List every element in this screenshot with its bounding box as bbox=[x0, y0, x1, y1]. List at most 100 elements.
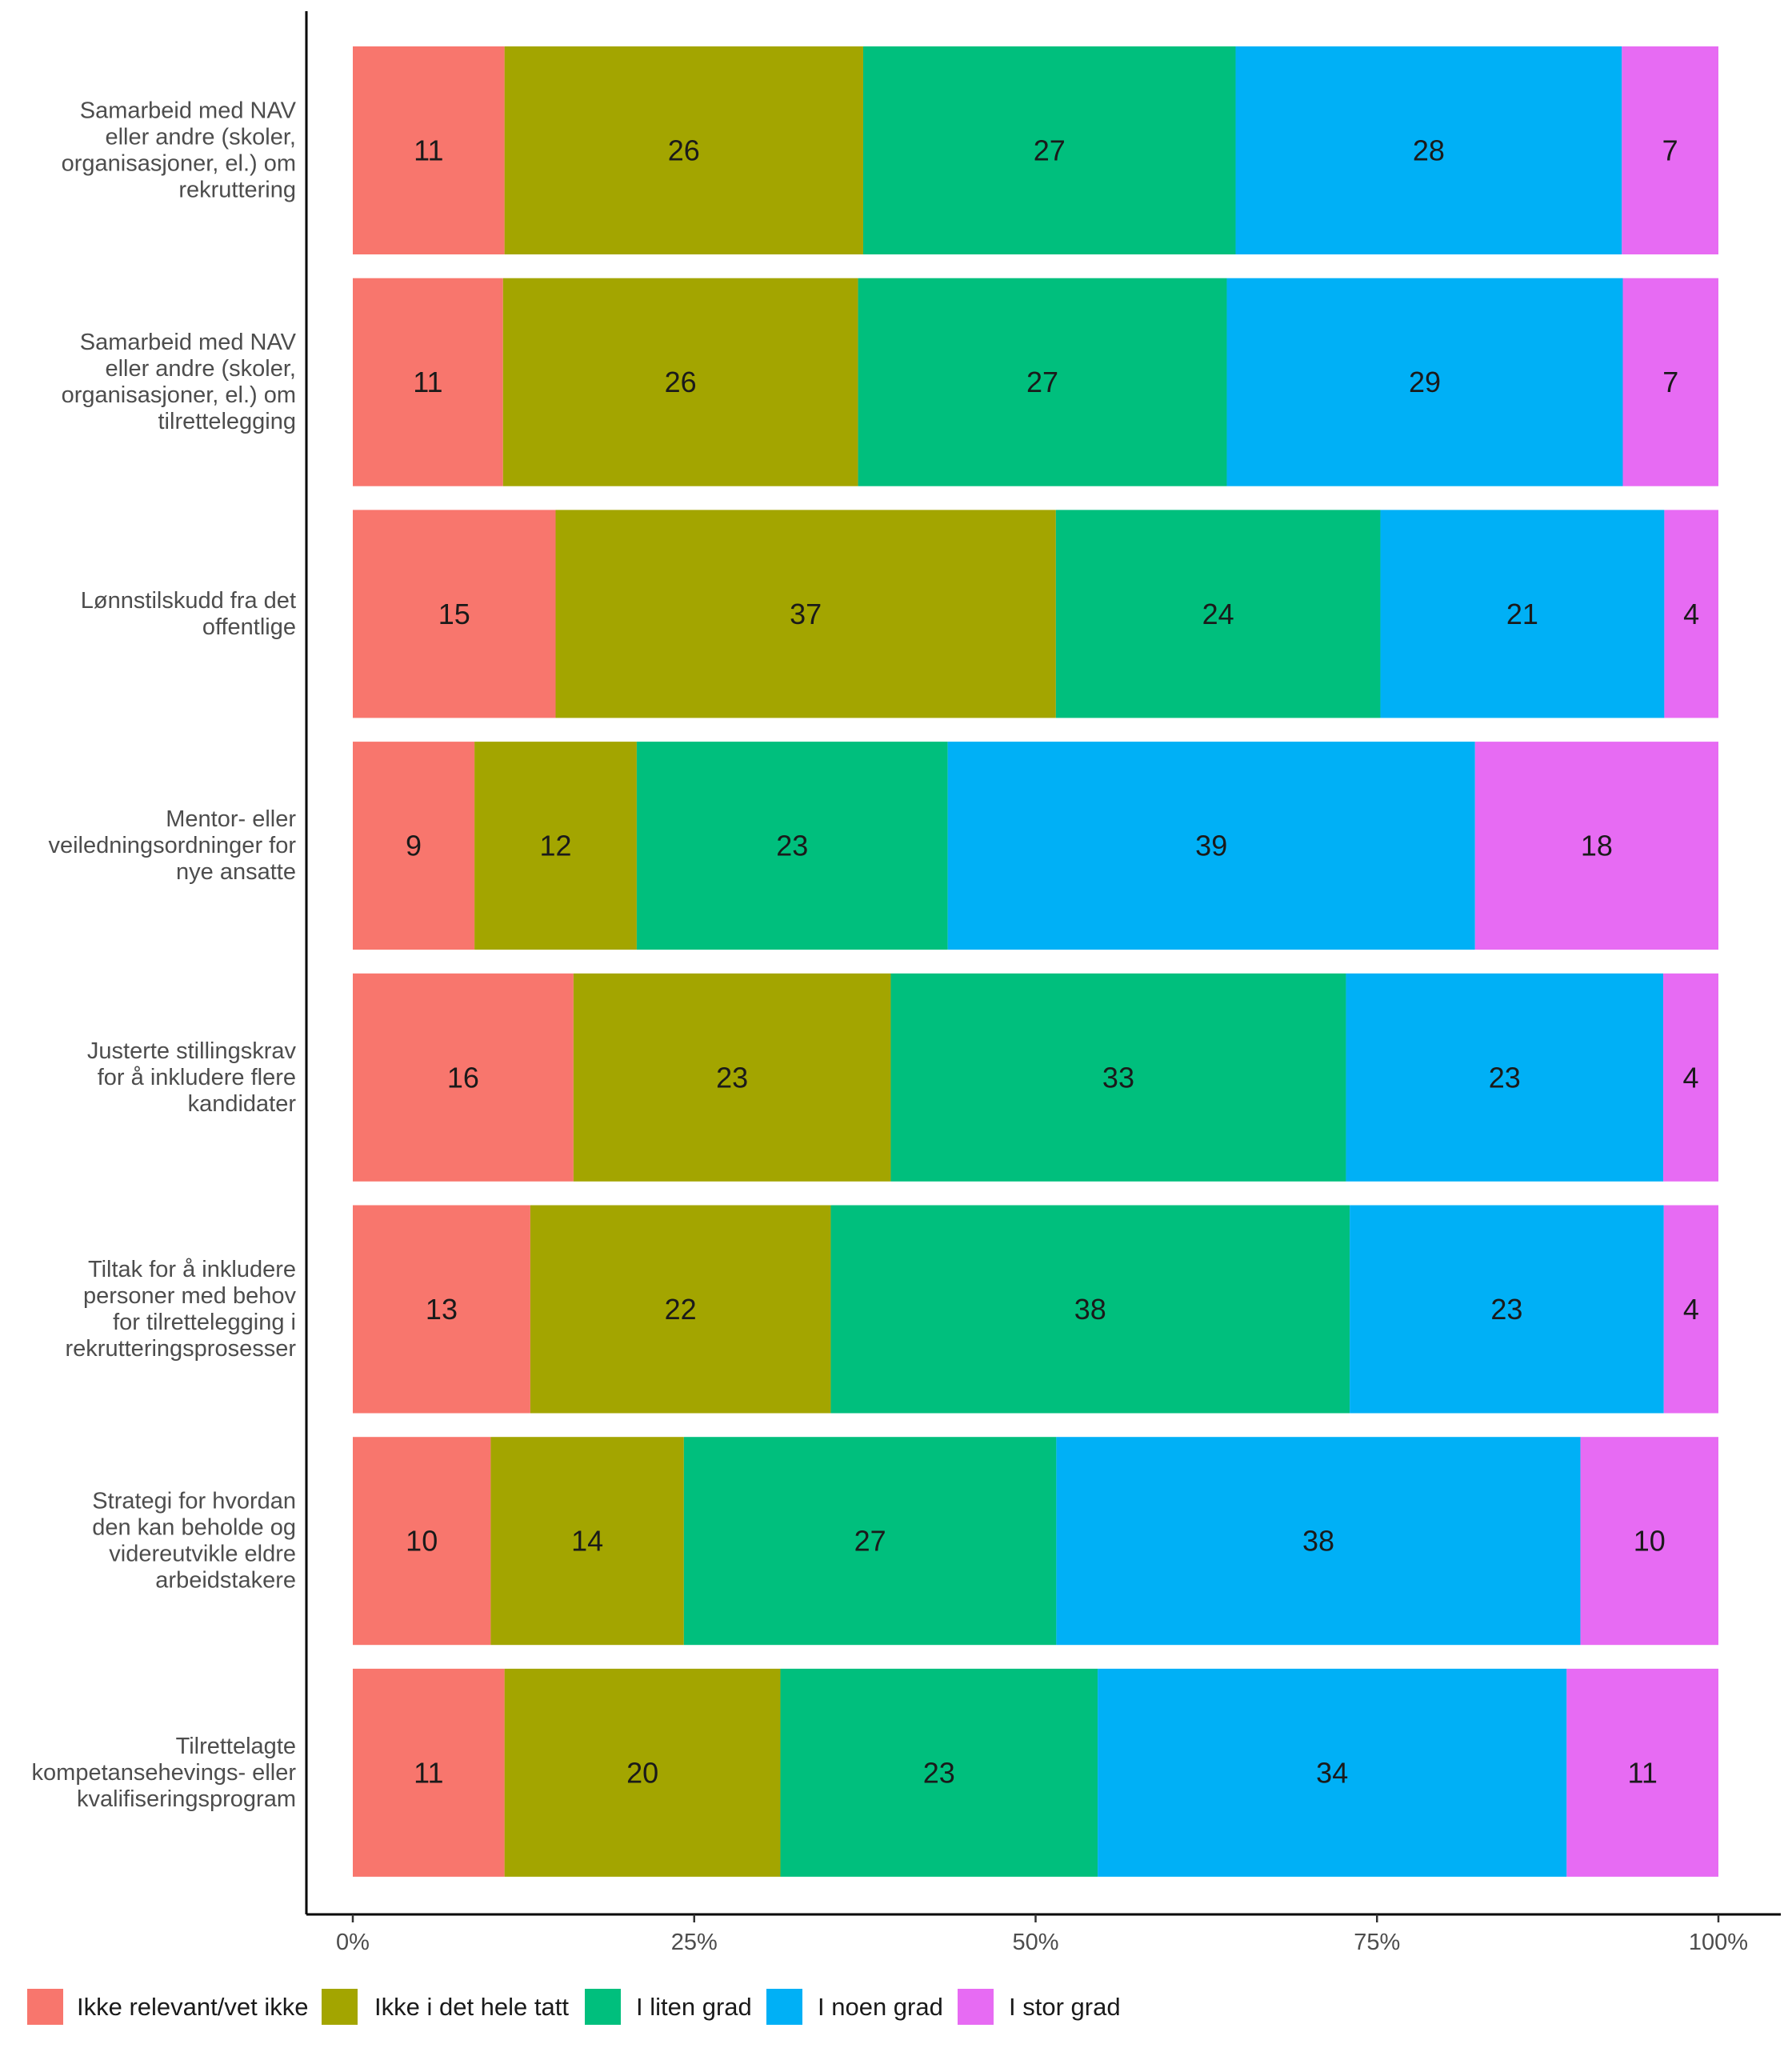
category-label: Lønnstilskudd fra det offentlige bbox=[81, 588, 296, 640]
y-axis: Samarbeid med NAV eller andre (skoler, org… bbox=[32, 11, 308, 1914]
legend-item: I liten grad bbox=[585, 1989, 752, 2025]
bar-segment bbox=[1663, 973, 1718, 1182]
bar-segment bbox=[555, 510, 1056, 718]
bar-segment bbox=[1566, 1668, 1718, 1877]
category-label: Samarbeid med NAV eller andre (skoler, org… bbox=[62, 98, 297, 203]
bar-value-label: 15 bbox=[438, 598, 470, 630]
bar-segment bbox=[1235, 46, 1622, 254]
bar-segment bbox=[1474, 742, 1718, 950]
bar-value-label: 9 bbox=[406, 830, 422, 862]
bar-value-label: 11 bbox=[414, 134, 443, 167]
legend-label: Ikke relevant/vet ikke bbox=[77, 1993, 308, 2021]
category-label-line: eller andre (skoler, bbox=[105, 356, 296, 382]
bar-segment bbox=[504, 46, 863, 254]
bar-value-label: 33 bbox=[1102, 1061, 1134, 1094]
category-label-line: rekrutteringsprosesser bbox=[66, 1336, 297, 1362]
bar-segment bbox=[1622, 46, 1718, 254]
bar-value-label: 13 bbox=[426, 1293, 458, 1326]
bar-segment bbox=[353, 278, 503, 486]
category-label-line: personer med behov bbox=[83, 1283, 296, 1309]
category-label-line: Strategi for hvordan bbox=[92, 1489, 296, 1514]
bar-value-label: 4 bbox=[1683, 598, 1699, 630]
category-label-line: Samarbeid med NAV bbox=[80, 98, 297, 124]
bar-segment bbox=[530, 1205, 831, 1414]
bar-segment bbox=[353, 973, 574, 1182]
bar-segment bbox=[353, 510, 556, 718]
bar-value-label: 23 bbox=[716, 1061, 748, 1094]
bar-segment bbox=[1226, 278, 1623, 486]
legend-swatch bbox=[585, 1989, 621, 2025]
bar-value-label: 23 bbox=[1490, 1293, 1522, 1326]
category-label-line: offentlige bbox=[202, 614, 296, 640]
legend-item: I noen grad bbox=[766, 1989, 943, 2025]
bar-value-label: 11 bbox=[1627, 1756, 1657, 1789]
bar-segment bbox=[1056, 1437, 1581, 1646]
legend-label: Ikke i det hele tatt bbox=[374, 1993, 569, 2021]
bar-value-label: 21 bbox=[1506, 598, 1538, 630]
bar-value-label: 28 bbox=[1413, 134, 1445, 167]
category-label-line: kvalifiseringsprogram bbox=[77, 1786, 296, 1812]
x-axis: 0% 25% 50% 75% 100% bbox=[306, 1913, 1781, 1955]
x-tick-label: 50% bbox=[1012, 1930, 1058, 1955]
category-label-line: organisasjoner, el.) om bbox=[62, 151, 296, 177]
category-label-line: nye ansatte bbox=[176, 859, 296, 885]
bar-value-labels: 11 26 27 28 7 11 26 27 29 7 15 37 24 21 4 9 12 23 39 18 16 23… bbox=[406, 134, 1699, 1790]
category-label-line: Samarbeid med NAV bbox=[80, 330, 297, 355]
bar-value-label: 23 bbox=[923, 1756, 955, 1789]
bar-segment bbox=[1350, 1205, 1664, 1414]
bar-segment bbox=[1664, 510, 1718, 718]
category-label: Strategi for hvordan den kan beholde og vi… bbox=[92, 1489, 296, 1594]
x-tick-label: 0% bbox=[336, 1930, 370, 1955]
bar-segment bbox=[353, 1205, 530, 1414]
category-label: Tiltak for å inkludere personer med behov… bbox=[66, 1257, 297, 1362]
bar-value-label: 38 bbox=[1074, 1293, 1106, 1326]
category-label: Justerte stillingskrav for å inkludere fl… bbox=[87, 1038, 297, 1117]
bar-value-label: 27 bbox=[1026, 366, 1058, 398]
category-label-line: Mentor- eller bbox=[166, 806, 296, 832]
bar-value-label: 23 bbox=[1489, 1061, 1521, 1094]
bar-value-label: 16 bbox=[447, 1061, 479, 1094]
legend: Ikke relevant/vet ikke Ikke i det hele ta… bbox=[27, 1989, 1121, 2025]
bars-layer bbox=[353, 46, 1718, 1877]
category-label-line: kompetansehevings- eller bbox=[32, 1760, 297, 1786]
bar-segment bbox=[862, 46, 1236, 254]
legend-swatch bbox=[958, 1989, 994, 2025]
bar-value-label: 11 bbox=[414, 1756, 443, 1789]
category-label-line: organisasjoner, el.) om bbox=[62, 382, 296, 408]
category-label-line: eller andre (skoler, bbox=[105, 125, 296, 150]
bar-segment bbox=[683, 1437, 1057, 1646]
legend-item: I stor grad bbox=[958, 1989, 1121, 2025]
bar-segment bbox=[780, 1668, 1098, 1877]
bar-segment bbox=[1346, 973, 1664, 1182]
legend-label: I noen grad bbox=[818, 1993, 943, 2021]
bar-value-label: 12 bbox=[539, 830, 571, 862]
bar-value-label: 37 bbox=[790, 598, 822, 630]
bar-segment bbox=[504, 1668, 781, 1877]
category-label-line: Tilrettelagte bbox=[176, 1734, 296, 1759]
bar-segment bbox=[353, 1668, 505, 1877]
legend-label: I liten grad bbox=[636, 1993, 752, 2021]
bar-value-label: 27 bbox=[1034, 134, 1066, 167]
bar-value-label: 29 bbox=[1409, 366, 1441, 398]
category-label-line: rekruttering bbox=[178, 178, 296, 203]
category-label-line: Tiltak for å inkludere bbox=[88, 1257, 296, 1282]
bar-value-label: 11 bbox=[413, 366, 442, 398]
category-label-line: kandidater bbox=[188, 1091, 297, 1117]
bar-value-label: 24 bbox=[1202, 598, 1234, 630]
category-label-line: for tilrettelegging i bbox=[113, 1310, 296, 1335]
bar-segment bbox=[1663, 1205, 1718, 1414]
bar-segment bbox=[1380, 510, 1665, 718]
category-label-line: arbeidstakere bbox=[155, 1568, 296, 1594]
bar-value-label: 34 bbox=[1316, 1756, 1348, 1789]
category-label-line: for å inkludere flere bbox=[98, 1065, 296, 1090]
bar-segment bbox=[1098, 1668, 1567, 1877]
bar-value-label: 14 bbox=[571, 1525, 603, 1558]
bar-segment bbox=[353, 1437, 491, 1646]
category-label-line: den kan beholde og bbox=[92, 1515, 296, 1541]
bar-segment bbox=[353, 742, 475, 950]
bar-value-label: 4 bbox=[1683, 1293, 1699, 1326]
bar-segment bbox=[573, 973, 891, 1182]
bar-segment bbox=[1580, 1437, 1718, 1646]
bar-value-label: 10 bbox=[1634, 1525, 1666, 1558]
